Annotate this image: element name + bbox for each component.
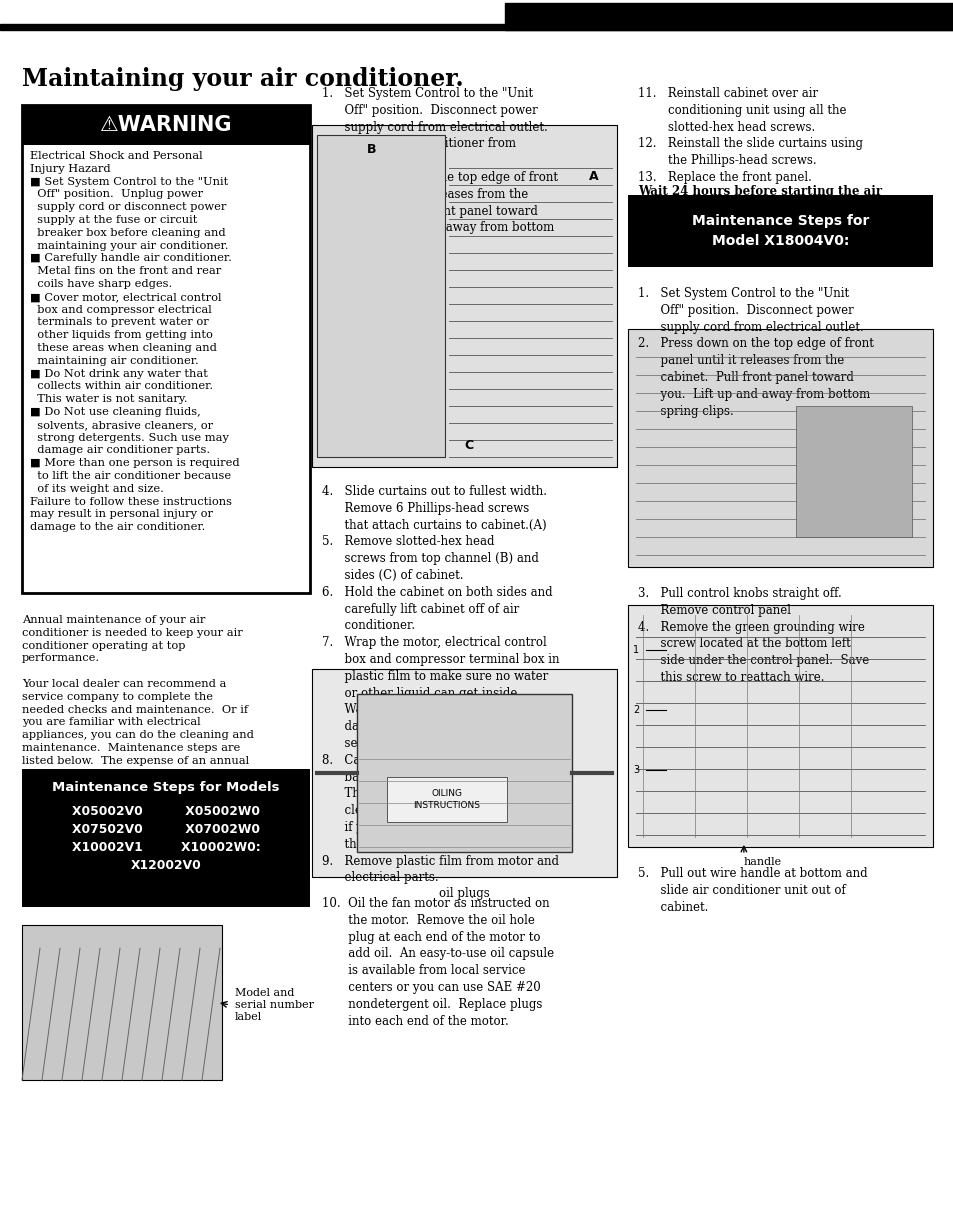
Text: Maintaining your air conditioner.: Maintaining your air conditioner. bbox=[22, 67, 463, 91]
Text: 1.   Set System Control to the "Unit
      Off" position.  Disconnect power
    : 1. Set System Control to the "Unit Off" … bbox=[638, 287, 873, 418]
Bar bbox=[356, 694, 572, 852]
Text: 5.   Pull out wire handle at bottom and
      slide air conditioner unit out of
: 5. Pull out wire handle at bottom and sl… bbox=[638, 868, 866, 914]
Bar bbox=[312, 669, 617, 877]
Bar bbox=[0, 24, 953, 30]
Text: 4.   Slide curtains out to fullest width.
      Remove 6 Phillips-head screws
  : 4. Slide curtains out to fullest width. … bbox=[322, 485, 558, 885]
Text: 10.  Oil the fan motor as instructed on
       the motor.  Remove the oil hole
 : 10. Oil the fan motor as instructed on t… bbox=[322, 897, 554, 1028]
Text: Maintenance Steps for
Model X18004V0:: Maintenance Steps for Model X18004V0: bbox=[691, 214, 868, 248]
Text: Maintenance Steps for Models: Maintenance Steps for Models bbox=[52, 781, 279, 793]
Bar bbox=[22, 104, 310, 145]
Text: Model and
serial number
label: Model and serial number label bbox=[234, 988, 314, 1022]
Text: Wait 24 hours before starting the air
conditioner again.  This will give time
fo: Wait 24 hours before starting the air co… bbox=[638, 185, 888, 232]
Text: 2: 2 bbox=[633, 705, 639, 714]
Text: Electrical Shock and Personal
Injury Hazard
■ Set System Control to the "Unit
  : Electrical Shock and Personal Injury Haz… bbox=[30, 151, 239, 532]
Bar bbox=[795, 406, 911, 537]
Bar bbox=[627, 194, 932, 267]
Text: B: B bbox=[367, 143, 376, 156]
Text: X05002V0          X05002W0
X07502V0          X07002W0
X10002V1         X10002W0:: X05002V0 X05002W0 X07502V0 X07002W0 X100… bbox=[71, 806, 260, 872]
Text: oil plugs: oil plugs bbox=[438, 887, 489, 900]
Text: C: C bbox=[464, 439, 473, 452]
Bar bbox=[312, 125, 617, 467]
Bar bbox=[387, 778, 506, 823]
Text: 1.   Set System Control to the "Unit
      Off" position.  Disconnect power
    : 1. Set System Control to the "Unit Off" … bbox=[322, 87, 558, 252]
Bar bbox=[627, 605, 932, 847]
Bar bbox=[22, 925, 222, 1080]
Bar bbox=[22, 769, 310, 908]
Bar bbox=[627, 329, 932, 567]
Bar bbox=[504, 2, 953, 30]
Text: A: A bbox=[588, 170, 598, 183]
Bar bbox=[22, 104, 310, 593]
Text: handle: handle bbox=[743, 857, 781, 868]
Text: 1: 1 bbox=[633, 645, 639, 655]
Text: 11.   Reinstall cabinet over air
        conditioning unit using all the
       : 11. Reinstall cabinet over air condition… bbox=[638, 87, 862, 183]
Text: OILING
INSTRUCTIONS: OILING INSTRUCTIONS bbox=[413, 790, 480, 809]
Bar bbox=[316, 135, 445, 457]
Text: 3: 3 bbox=[633, 765, 639, 775]
Text: 3.   Pull control knobs straight off.
      Remove control panel
4.   Remove the: 3. Pull control knobs straight off. Remo… bbox=[638, 587, 868, 684]
Text: ⚠WARNING: ⚠WARNING bbox=[100, 115, 232, 135]
Text: Annual maintenance of your air
conditioner is needed to keep your air
conditione: Annual maintenance of your air condition… bbox=[22, 615, 253, 894]
